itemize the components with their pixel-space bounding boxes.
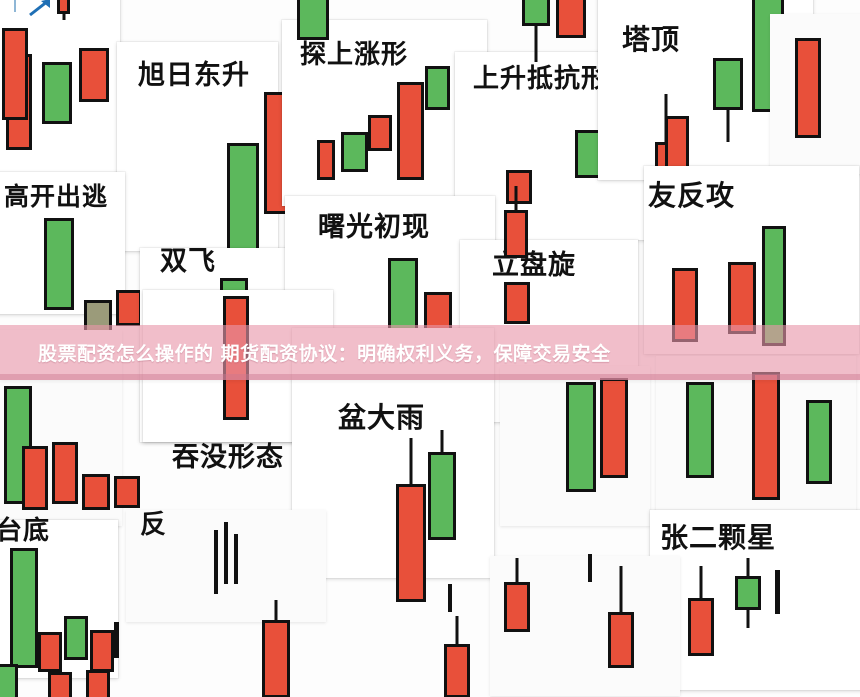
pattern-card-taidi-title: 台底 (0, 516, 51, 546)
candlestick (90, 630, 114, 672)
candlestick (48, 672, 72, 697)
candlestick (368, 115, 392, 151)
candlestick (114, 476, 140, 508)
candlestick (795, 38, 821, 138)
candlestick (504, 558, 530, 632)
promo-banner-text: 股票配资怎么操作的 期货配资协议：明确权利义务，保障交易安全 (38, 343, 611, 365)
pattern-card-fan-title: 反 (140, 510, 168, 540)
candlestick (444, 616, 470, 697)
promo-banner-ribbon (0, 374, 860, 380)
candlestick (506, 170, 532, 204)
candlestick (114, 622, 119, 658)
candlestick-axis-line (14, 0, 16, 12)
candlestick (317, 140, 335, 180)
candlestick (22, 446, 48, 510)
candlestick (448, 584, 452, 612)
candlestick (522, 0, 550, 62)
pattern-card-qingpen-title: 盆大雨 (338, 401, 426, 434)
candlestick (38, 632, 62, 672)
candlestick (52, 442, 78, 504)
candlestick (10, 548, 38, 668)
candlestick (504, 282, 530, 324)
candlestick (214, 530, 218, 594)
candlestick (752, 372, 780, 500)
candlestick (425, 66, 450, 110)
up-arrow-icon (28, 0, 58, 18)
candlestick (0, 664, 18, 697)
candlestick (116, 290, 142, 326)
candlestick (396, 438, 426, 602)
pattern-card-xuri-title: 旭日东升 (138, 60, 250, 91)
pattern-card-shuguang-title: 曙光初现 (318, 212, 430, 243)
candlestick (728, 262, 756, 334)
candlestick (262, 600, 290, 697)
candlestick (556, 0, 586, 38)
pattern-card-tanshang-title: 探上涨形 (300, 40, 409, 70)
pattern-card-youfangong-title: 友反攻 (648, 179, 736, 212)
pattern-card-erkexing-title: 张二颗星 (660, 521, 777, 554)
pattern-card-tanshang[interactable] (282, 20, 487, 206)
candlestick (224, 522, 228, 584)
pattern-card-shangsheng-title: 上升抵抗形 (473, 64, 609, 94)
candlestick (397, 82, 424, 180)
candlestick (341, 132, 368, 172)
candlestick (608, 566, 634, 668)
candlestick (775, 570, 780, 614)
pattern-card-shuangfei-title: 双飞 (160, 246, 216, 277)
pattern-card-tunmo-title: 吞没形态 (172, 442, 284, 473)
candlestick (428, 430, 456, 540)
candlestick (2, 28, 28, 120)
candlestick (297, 0, 329, 40)
promo-banner[interactable]: 股票配资怎么操作的 期货配资协议：明确权利义务，保障交易安全 (0, 325, 860, 380)
candlestick (686, 382, 714, 478)
candlestick (688, 566, 714, 656)
candlestick (806, 400, 832, 484)
candlestick (713, 58, 743, 142)
candlestick (42, 62, 72, 124)
candlestick (234, 534, 238, 584)
candlestick (227, 143, 259, 261)
candlestick-icon (57, 0, 70, 20)
candlestick (64, 616, 88, 660)
candlestick (735, 558, 761, 628)
candlestick (588, 554, 592, 582)
candlestick (566, 382, 596, 492)
candlestick (86, 670, 110, 697)
pattern-card-gaokai-title: 高开出逃 (4, 182, 109, 211)
candlestick (600, 378, 628, 478)
pattern-card-tading-title: 塔顶 (622, 23, 681, 56)
candlestick (79, 48, 109, 102)
candlestick (44, 218, 74, 310)
candlestick (504, 186, 528, 258)
candlestick (82, 474, 110, 510)
